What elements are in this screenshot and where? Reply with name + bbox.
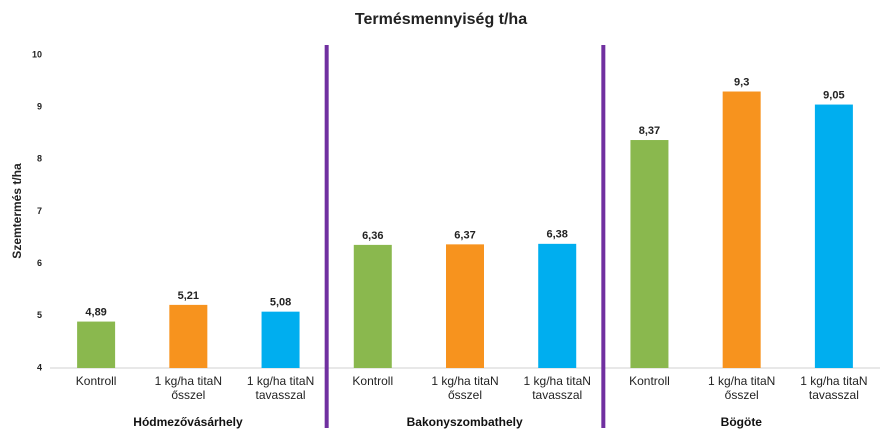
data-label: 6,38 xyxy=(547,229,568,241)
data-label: 8,37 xyxy=(639,125,660,137)
data-label: 9,05 xyxy=(823,89,844,101)
x-tick-label: 1 kg/ha titaN ősszel xyxy=(431,374,499,402)
x-tick-label: Kontroll xyxy=(629,374,670,388)
group-label: Bakonyszombathely xyxy=(406,415,523,429)
y-tick-label: 6 xyxy=(37,258,42,268)
bar xyxy=(446,244,484,368)
group-label: Hódmezővásárhely xyxy=(133,415,243,429)
bar xyxy=(261,311,300,368)
bar xyxy=(630,140,669,368)
data-label: 4,89 xyxy=(85,306,106,318)
x-tick-label: 1 kg/ha titaN ősszel xyxy=(154,374,223,402)
x-tick-label: 1 kg/ha titaN tavasszal xyxy=(800,374,868,402)
x-tick-label: Kontroll xyxy=(352,374,394,388)
group-label: Bögöte xyxy=(720,415,762,429)
y-axis-label: Szemtermés t/ha xyxy=(10,163,24,259)
bar xyxy=(77,321,116,368)
data-label: 6,37 xyxy=(454,229,475,241)
data-label: 9,3 xyxy=(734,76,749,88)
x-tick-label: 1 kg/ha titaN tavasszal xyxy=(246,374,315,402)
y-tick-label: 8 xyxy=(37,154,42,164)
x-tick-label: Kontroll xyxy=(75,374,117,388)
data-label: 5,08 xyxy=(270,297,291,309)
chart-title: Termésmennyiség t/ha xyxy=(355,11,527,28)
bar xyxy=(538,243,577,368)
bar xyxy=(353,244,392,368)
bar xyxy=(169,304,208,368)
data-label: 5,21 xyxy=(178,290,199,302)
x-tick-label: 1 kg/ha titaN tavasszal xyxy=(523,374,591,402)
y-tick-label: 9 xyxy=(37,102,42,112)
y-tick-label: 5 xyxy=(37,310,42,320)
bar xyxy=(722,91,761,369)
bar xyxy=(814,104,853,368)
data-label: 6,36 xyxy=(362,230,383,242)
y-tick-label: 4 xyxy=(37,362,42,372)
y-tick-label: 10 xyxy=(32,49,42,59)
x-tick-label: 1 kg/ha titaN ősszel xyxy=(707,374,776,402)
y-tick-label: 7 xyxy=(37,206,42,216)
